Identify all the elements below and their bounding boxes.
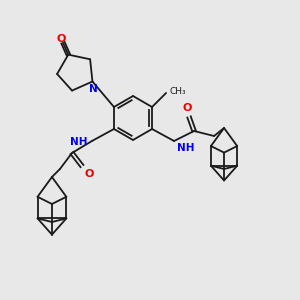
Text: N: N bbox=[89, 85, 98, 94]
Text: O: O bbox=[57, 34, 66, 44]
Text: CH₃: CH₃ bbox=[169, 86, 186, 95]
Text: O: O bbox=[85, 169, 94, 179]
Text: NH: NH bbox=[177, 143, 195, 153]
Text: NH: NH bbox=[70, 137, 88, 147]
Text: O: O bbox=[182, 103, 192, 113]
